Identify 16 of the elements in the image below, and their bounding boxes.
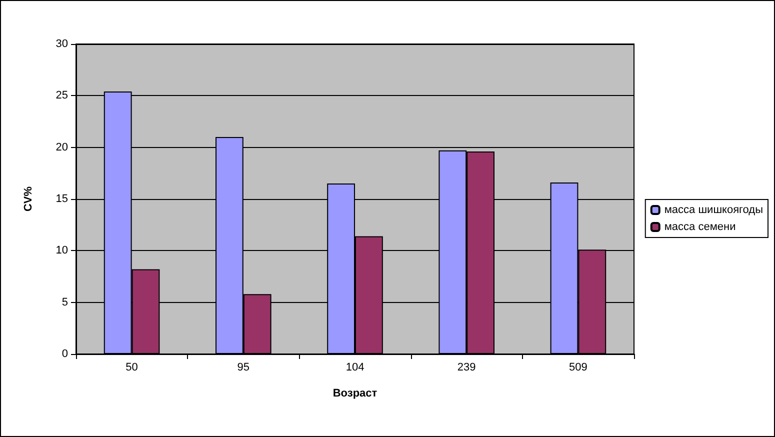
x-tick-label: 95	[237, 362, 250, 374]
x-tick-label: 239	[457, 362, 476, 374]
y-tick-label: 0	[62, 348, 68, 360]
y-tick-label: 5	[62, 296, 68, 308]
y-tick-label: 30	[56, 38, 68, 50]
y-tick-label: 15	[56, 193, 68, 205]
y-tick-label: 10	[56, 244, 68, 257]
y-tick-label: 25	[56, 90, 68, 102]
legend-label: масса семени	[664, 221, 736, 233]
y-axis-title: CV%	[22, 186, 34, 212]
x-tick-label: 104	[346, 362, 364, 374]
y-tick-label: 20	[56, 141, 68, 154]
x-tick-label: 50	[126, 362, 138, 374]
x-tick-label: 509	[569, 362, 588, 374]
x-axis-title: Возраст	[332, 388, 378, 400]
legend-label: масса шишкоягоды	[664, 204, 764, 216]
